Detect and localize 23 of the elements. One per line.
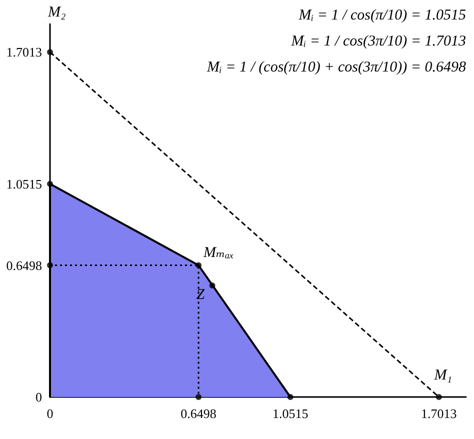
point xyxy=(47,180,53,187)
point xyxy=(47,262,53,268)
annotation: Z xyxy=(196,287,206,304)
x-tick-label: 0.6498 xyxy=(180,406,216,421)
annotation: Mᵢ = 1 / (cos(π/10) + cos(3π/10)) = 0.6498 xyxy=(206,60,466,76)
point xyxy=(436,394,442,400)
point xyxy=(47,49,53,56)
x-tick-label: 0 xyxy=(46,406,54,421)
y-tick-label: 1.7013 xyxy=(6,44,42,60)
x-tick-label: 1.7013 xyxy=(420,406,457,421)
point xyxy=(287,394,294,400)
y-tick-label: 0 xyxy=(36,390,42,404)
annotation: Mₘₐₓ xyxy=(202,244,234,261)
point xyxy=(196,262,202,268)
y-tick-label: 1.0515 xyxy=(6,176,42,192)
annotation: Mᵢ = 1 / cos(3π/10) = 1.7013 xyxy=(290,34,466,50)
point xyxy=(196,394,202,400)
x-tick-label: 1.0515 xyxy=(272,406,308,421)
x-axis-title: M₁ xyxy=(433,368,452,384)
y-axis-title: M₂ xyxy=(47,4,66,20)
text: Mᵢ = 1 / cos(π/10) = 1.0515 xyxy=(298,8,466,24)
y-tick-label: 0.6498 xyxy=(6,258,42,273)
point xyxy=(209,282,216,289)
